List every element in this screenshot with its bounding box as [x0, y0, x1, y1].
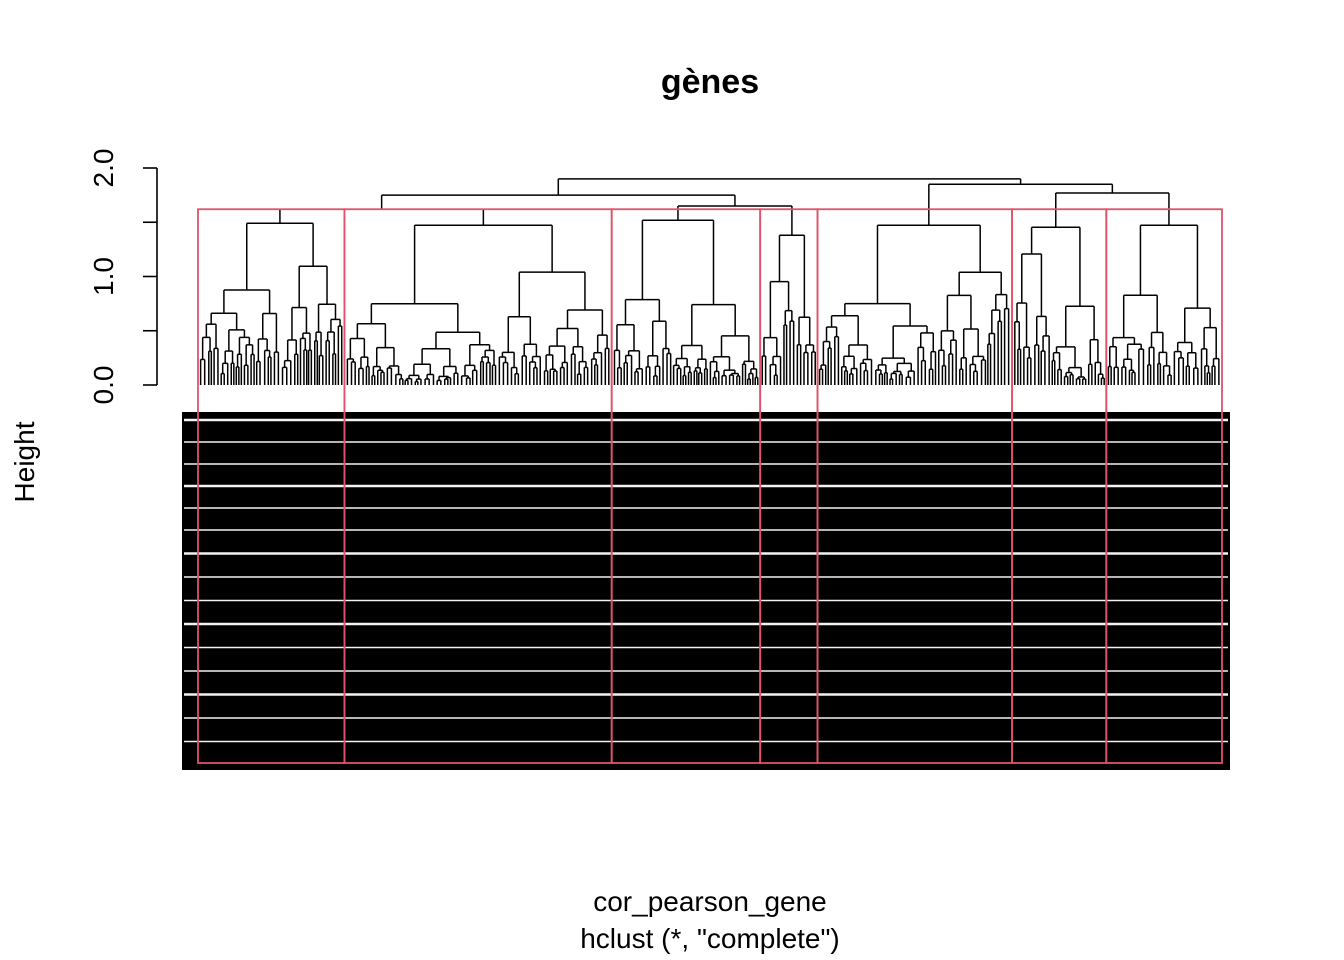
- cluster-box: [1105, 208, 1223, 764]
- y-tick-label: 0.0: [88, 366, 119, 405]
- y-axis-label: Height: [9, 421, 40, 502]
- cluster-boxes: [197, 208, 1223, 764]
- x-axis-subtitle: hclust (*, "complete"): [580, 923, 840, 954]
- y-tick-label: 1.0: [88, 257, 119, 296]
- dendrogram-tree: [199, 178, 1220, 385]
- y-ticks: 0.0 1.0 2.0: [88, 149, 157, 405]
- y-tick-label: 2.0: [88, 149, 119, 188]
- x-axis-label: cor_pearson_gene: [593, 886, 827, 917]
- leaf-label-block: [182, 412, 1230, 770]
- leaf-labels: [182, 412, 1230, 770]
- chart-title: gènes: [661, 63, 759, 101]
